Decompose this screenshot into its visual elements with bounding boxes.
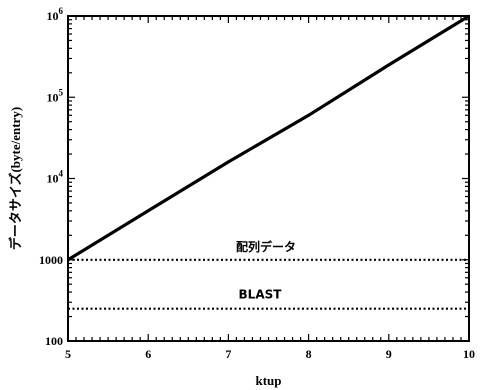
x-tick-label: 6 [145,347,151,361]
x-tick-label: 5 [65,347,71,361]
y-tick-label: 100 [45,334,63,348]
annotation-sequence-data: 配列データ [236,239,296,254]
x-tick-label: 10 [463,347,475,361]
y-tick-label: 104 [47,169,64,186]
y-tick-label: 106 [47,6,64,23]
series-line-0 [67,14,470,262]
x-tick-label: 9 [386,347,392,361]
y-tick-label: 105 [47,87,64,104]
y-axis-title: データサイズ(byte/entry) [8,107,23,250]
x-tick-label: 8 [306,347,312,361]
y-tick-label: 1000 [39,253,63,267]
x-axis-title: ktup [255,373,281,388]
annotation-blast: BLAST [239,288,283,302]
series-lines [67,14,470,310]
x-tick-label: 7 [225,347,231,361]
x-tick-labels: 5 6 7 8 9 10 [65,347,475,361]
y-tick-labels: 100 1000 104 105 106 [39,6,64,348]
plot-frame [67,15,470,342]
